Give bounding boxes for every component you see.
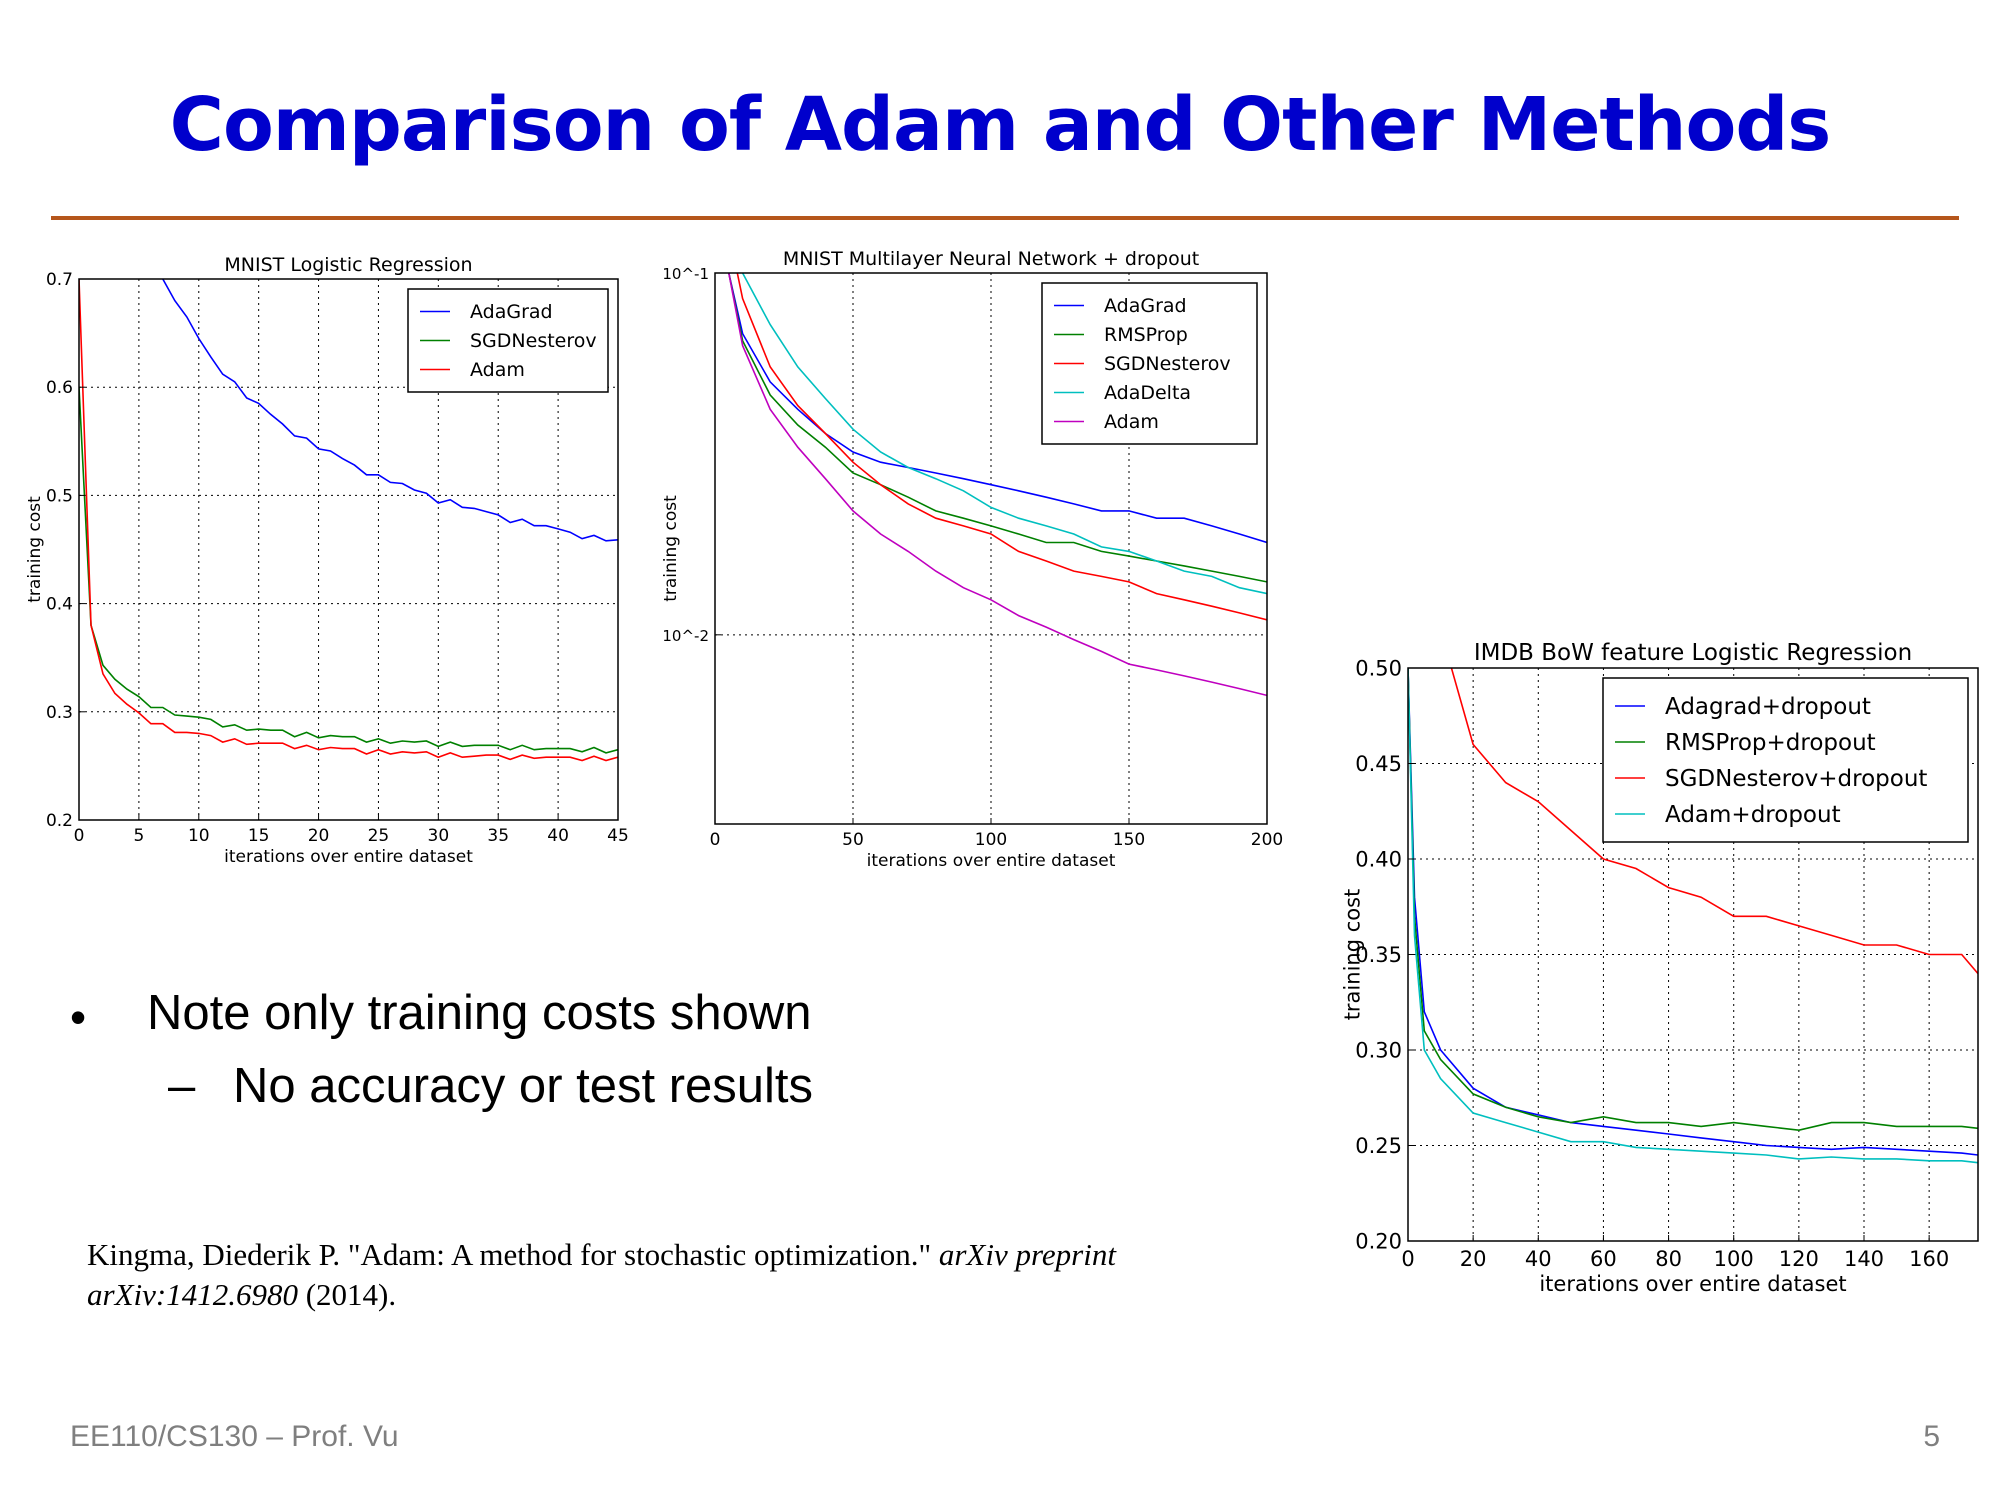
x-tick-label: 10 xyxy=(188,826,210,846)
legend-label: SGDNesterov xyxy=(1104,353,1231,375)
legend: AdaGrad RMSProp SGDNesterov AdaDelta Adam xyxy=(1041,282,1258,445)
x-tick-label: 80 xyxy=(1655,1247,1682,1271)
x-tick-label: 5 xyxy=(133,826,144,846)
x-tick-label: 45 xyxy=(607,826,629,846)
y-tick-label: 0.35 xyxy=(1355,943,1402,967)
series-line-adam xyxy=(728,273,1267,697)
footer-text: EE110/CS130 – Prof. Vu xyxy=(70,1420,399,1453)
y-tick-label: 0.4 xyxy=(46,595,73,615)
y-tick-label: 0.5 xyxy=(46,486,73,506)
sub-bullet-marker: – xyxy=(168,1059,196,1113)
legend-label: SGDNesterov xyxy=(470,330,597,352)
legend-label: SGDNesterov+dropout xyxy=(1665,766,1927,792)
x-axis-label: iterations over entire dataset xyxy=(1539,1272,1846,1296)
y-tick-label: 0.3 xyxy=(46,703,73,723)
x-tick-label: 30 xyxy=(428,826,450,846)
citation-year: (2014). xyxy=(297,1277,397,1312)
x-tick-label: 40 xyxy=(1525,1247,1552,1271)
y-tick-label: 0.25 xyxy=(1355,1134,1402,1158)
legend-label: AdaGrad xyxy=(1104,295,1187,317)
series-line-adagrad-dropout xyxy=(1408,668,1978,1156)
title-divider xyxy=(51,216,1959,220)
series-line-rmsprop xyxy=(728,273,1267,583)
sub-bullet-text: No accuracy or test results xyxy=(233,1059,814,1113)
legend-label: RMSProp+dropout xyxy=(1665,730,1876,756)
x-tick-label: 140 xyxy=(1844,1247,1884,1271)
x-tick-label: 15 xyxy=(248,826,270,846)
x-tick-label: 20 xyxy=(1460,1247,1487,1271)
legend-label: AdaDelta xyxy=(1104,382,1191,404)
y-axis-label: training cost xyxy=(1341,889,1365,1021)
y-tick-label: 0.40 xyxy=(1355,847,1402,871)
x-tick-label: 0 xyxy=(74,826,85,846)
series-line-adadelta xyxy=(741,273,1267,595)
x-axis-label: iterations over entire dataset xyxy=(224,847,473,867)
bullet-text: Note only training costs shown xyxy=(147,986,812,1040)
x-tick-label: 0 xyxy=(710,830,721,850)
x-tick-label: 25 xyxy=(368,826,390,846)
chart-title: IMDB BoW feature Logistic Regression xyxy=(1474,640,1912,666)
legend-label: RMSProp xyxy=(1104,324,1188,346)
series-line-adam-dropout xyxy=(1408,668,1978,1164)
x-tick-label: 100 xyxy=(975,830,1007,850)
y-tick-label: 10^-1 xyxy=(662,265,709,283)
y-tick-label: 0.45 xyxy=(1355,752,1402,776)
slide-title: Comparison of Adam and Other Methods xyxy=(169,82,1832,168)
series-line-adagrad xyxy=(728,273,1267,544)
chart-title: MNIST Logistic Regression xyxy=(224,254,472,276)
y-tick-label: 10^-2 xyxy=(662,627,709,645)
citation-venue: arXiv preprint arXiv:1412.6980 xyxy=(87,1237,1116,1312)
series-line-adagrad xyxy=(161,279,618,542)
y-tick-label: 0.50 xyxy=(1355,656,1402,680)
x-tick-label: 160 xyxy=(1909,1247,1949,1271)
citation: Kingma, Diederik P. "Adam: A method for … xyxy=(87,1235,1137,1315)
x-tick-label: 20 xyxy=(308,826,330,846)
y-tick-label: 0.20 xyxy=(1355,1229,1402,1253)
legend-box xyxy=(1602,677,1969,843)
legend: AdaGrad SGDNesterov Adam xyxy=(407,288,609,393)
legend-label: Adam xyxy=(1104,411,1159,433)
x-tick-label: 35 xyxy=(487,826,509,846)
chart-2: 0 50 100 150 200 10^-1 10^-2 MNIST Multilayer N… xyxy=(661,248,1283,871)
y-axis-label: training cost xyxy=(25,496,45,603)
x-axis-label: iterations over entire dataset xyxy=(867,851,1116,871)
legend-label: Adagrad+dropout xyxy=(1665,694,1871,720)
chart-title: MNIST Multilayer Neural Network + dropou… xyxy=(783,248,1199,270)
citation-authors-title: Kingma, Diederik P. "Adam: A method for … xyxy=(87,1237,939,1272)
y-tick-label: 0.6 xyxy=(46,378,73,398)
chart-1: 0 5 10 15 20 25 30 35 40 45 0.2 0.3 0.4 0.5 0.6 0.7 MNIS… xyxy=(25,254,629,867)
bullet-marker: • xyxy=(70,991,87,1043)
x-tick-label: 120 xyxy=(1779,1247,1819,1271)
x-tick-label: 150 xyxy=(1113,830,1145,850)
series-line-adam xyxy=(79,279,618,762)
legend: Adagrad+dropout RMSProp+dropout SGDNestero… xyxy=(1602,677,1969,843)
legend-label: Adam xyxy=(470,359,525,381)
x-tick-label: 40 xyxy=(547,826,569,846)
legend-label: Adam+dropout xyxy=(1665,802,1841,828)
plot-frame xyxy=(78,278,619,821)
series-line-sgdnesterov xyxy=(736,273,1267,621)
x-tick-label: 50 xyxy=(842,830,864,850)
y-tick-label: 0.2 xyxy=(46,811,73,831)
series-line-rmsprop-dropout xyxy=(1408,668,1978,1132)
series-line-sgdnesterov-dropout xyxy=(1450,668,1978,975)
y-tick-label: 0.30 xyxy=(1355,1038,1402,1062)
chart-3: 0 20 40 60 80 100 120 140 160 0.20 0.25 0.30 0.35 0.4… xyxy=(1341,640,1979,1296)
x-tick-label: 100 xyxy=(1714,1247,1754,1271)
x-tick-label: 200 xyxy=(1251,830,1283,850)
page-number: 5 xyxy=(1923,1420,1940,1453)
legend-label: AdaGrad xyxy=(470,301,553,323)
y-tick-label: 0.7 xyxy=(46,270,73,290)
series-line-sgdnesterov xyxy=(79,387,618,754)
x-tick-label: 0 xyxy=(1401,1247,1414,1271)
y-axis-label: training cost xyxy=(661,495,681,602)
x-tick-label: 60 xyxy=(1590,1247,1617,1271)
